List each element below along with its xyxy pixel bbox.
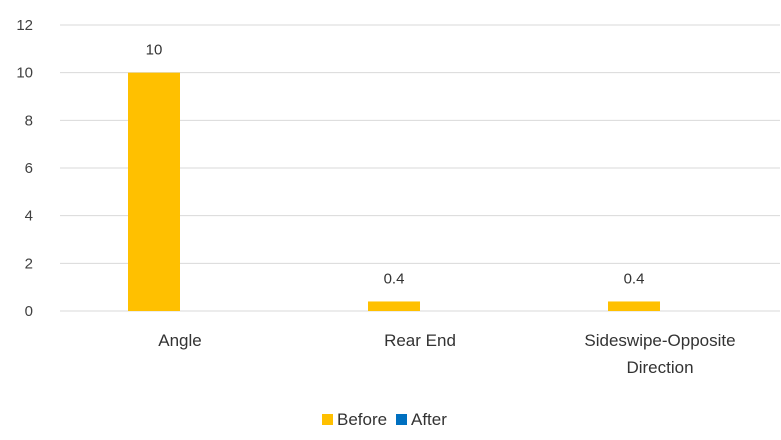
y-tick-label: 12 [16,17,33,34]
x-category-label: Rear End [384,331,456,350]
bar-before-1 [128,72,180,312]
y-tick-label: 10 [16,65,33,82]
legend-swatch-after [396,414,407,425]
bar-before-3 [608,301,660,311]
y-tick-label: 0 [25,303,33,320]
data-label: 0.4 [624,270,645,287]
legend-label-after: After [411,410,447,429]
legend-swatch-before [322,414,333,425]
legend-label-before: Before [337,410,387,429]
y-tick-label: 2 [25,255,33,272]
data-label: 10 [146,42,163,59]
data-label: 0.4 [384,270,405,287]
x-category-label: Angle [158,331,201,350]
x-category-label: Sideswipe-Opposite [584,331,735,350]
y-tick-label: 8 [25,112,33,129]
y-tick-label: 4 [25,208,33,225]
bar-before-2 [368,301,420,311]
x-category-label: Direction [626,358,693,377]
y-tick-label: 6 [25,160,33,177]
